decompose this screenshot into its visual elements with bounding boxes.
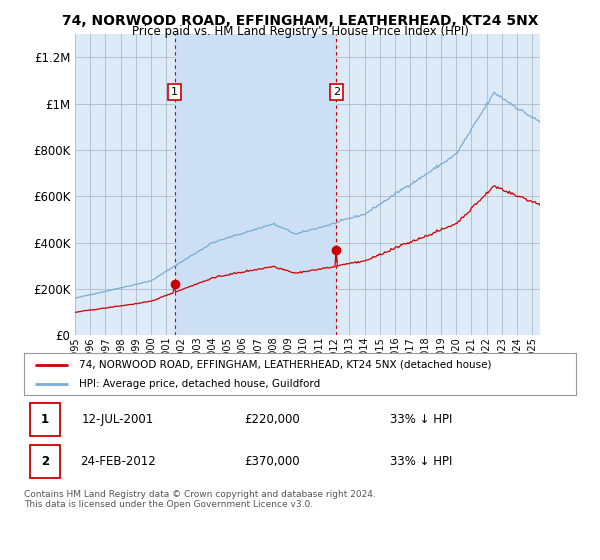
Bar bbox=[175, 34, 337, 335]
Text: 1: 1 bbox=[171, 87, 178, 97]
Text: 33% ↓ HPI: 33% ↓ HPI bbox=[390, 413, 452, 426]
Text: £370,000: £370,000 bbox=[245, 455, 300, 468]
Text: 33% ↓ HPI: 33% ↓ HPI bbox=[390, 455, 452, 468]
Text: 24-FEB-2012: 24-FEB-2012 bbox=[80, 455, 156, 468]
Text: Contains HM Land Registry data © Crown copyright and database right 2024.
This d: Contains HM Land Registry data © Crown c… bbox=[24, 490, 376, 510]
Text: Price paid vs. HM Land Registry's House Price Index (HPI): Price paid vs. HM Land Registry's House … bbox=[131, 25, 469, 38]
Text: 2: 2 bbox=[41, 455, 49, 468]
Text: 74, NORWOOD ROAD, EFFINGHAM, LEATHERHEAD, KT24 5NX: 74, NORWOOD ROAD, EFFINGHAM, LEATHERHEAD… bbox=[62, 14, 538, 28]
Text: 1: 1 bbox=[41, 413, 49, 426]
Text: 12-JUL-2001: 12-JUL-2001 bbox=[82, 413, 154, 426]
FancyBboxPatch shape bbox=[29, 445, 60, 478]
Text: £220,000: £220,000 bbox=[245, 413, 300, 426]
Text: HPI: Average price, detached house, Guildford: HPI: Average price, detached house, Guil… bbox=[79, 379, 320, 389]
FancyBboxPatch shape bbox=[29, 403, 60, 436]
Text: 2: 2 bbox=[333, 87, 340, 97]
Text: 74, NORWOOD ROAD, EFFINGHAM, LEATHERHEAD, KT24 5NX (detached house): 74, NORWOOD ROAD, EFFINGHAM, LEATHERHEAD… bbox=[79, 360, 492, 370]
